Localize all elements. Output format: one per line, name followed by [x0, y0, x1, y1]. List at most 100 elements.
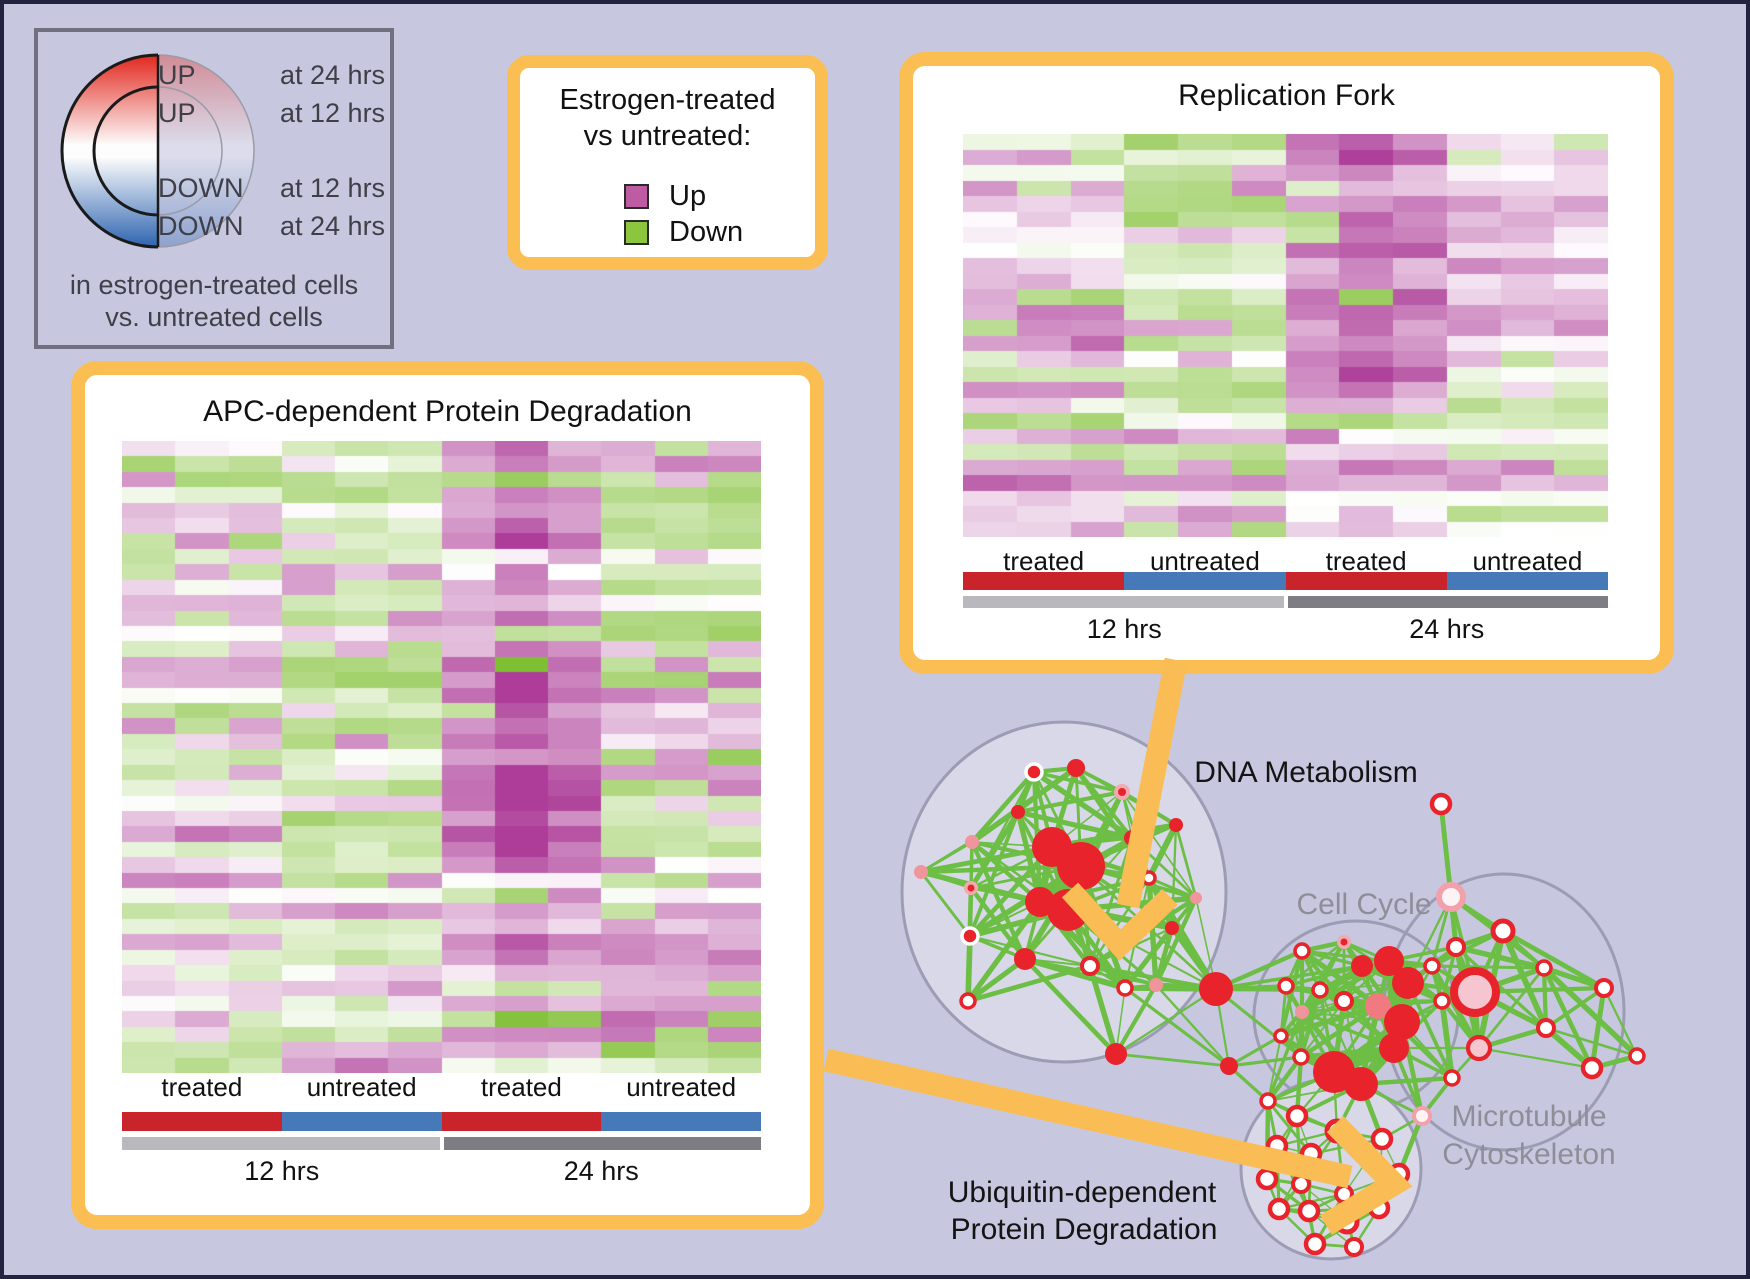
network-edge — [1285, 984, 1345, 1003]
network-edge — [1036, 846, 1056, 903]
dna-metabolism-bubble — [900, 720, 1228, 1064]
network-edge — [1332, 1044, 1396, 1076]
network-edge — [1296, 1114, 1338, 1133]
network-edge — [1037, 899, 1128, 991]
treated-bar-segment — [122, 1112, 282, 1131]
network-edge — [968, 887, 973, 937]
network-edge — [1080, 865, 1217, 990]
network-edge — [1047, 845, 1073, 912]
network-edge — [1541, 966, 1595, 1070]
network-edge — [1170, 926, 1218, 991]
network-edge — [1266, 1177, 1302, 1186]
network-edge — [1455, 944, 1545, 971]
apc-label-untreated-12: untreated — [306, 1072, 417, 1102]
up-label: Up — [669, 180, 707, 212]
network-edge — [1381, 1138, 1400, 1175]
network-edge — [1031, 771, 1043, 903]
network-node-ring — [1267, 1197, 1291, 1221]
network-edge — [1278, 1207, 1310, 1213]
network-node-ring — [1277, 977, 1295, 995]
network-edge — [1333, 1070, 1423, 1118]
network-edge — [1015, 811, 1043, 903]
network-edge — [1276, 1129, 1338, 1148]
network-edge — [1280, 1011, 1303, 1037]
network-edge — [1066, 908, 1127, 990]
network-node-halo — [960, 926, 980, 946]
down-label: Down — [669, 216, 744, 248]
network-edge — [1343, 1000, 1362, 1085]
apc-arrow-head-icon — [1320, 1115, 1413, 1235]
network-edge — [1453, 946, 1482, 1049]
network-edge — [1075, 766, 1177, 827]
network-edge — [965, 887, 974, 1002]
network-edge — [920, 844, 1053, 875]
network-node-ring — [1293, 942, 1311, 960]
network-edge — [1431, 929, 1504, 968]
network-edge — [1301, 1011, 1335, 1073]
network-edge — [1318, 989, 1336, 1073]
network-edge — [1392, 1047, 1424, 1117]
network-node-ring — [1291, 1174, 1311, 1194]
network-edge — [1331, 1018, 1405, 1076]
network-edge — [1300, 1182, 1345, 1196]
network-edge — [1300, 950, 1322, 991]
network-edge — [1319, 988, 1395, 1050]
network-edge — [1266, 1153, 1312, 1180]
network-edge — [1343, 1193, 1380, 1209]
bar-24hrs-segment — [1287, 596, 1608, 608]
network-edge — [1215, 948, 1303, 992]
network-edge — [1296, 1071, 1335, 1117]
network-edge — [1343, 1193, 1355, 1248]
network-edge — [1215, 986, 1321, 993]
network-edge — [1310, 1130, 1338, 1155]
network-edge — [1473, 930, 1505, 993]
network-edge — [1307, 1153, 1313, 1212]
network-edge — [965, 935, 973, 1002]
network-node-ring — [1429, 792, 1453, 816]
network-edge — [1331, 1000, 1347, 1073]
network-edge — [970, 770, 1036, 844]
network-edge — [1342, 999, 1396, 1050]
network-edge — [920, 870, 972, 890]
network-edge — [1088, 837, 1134, 967]
network-node-solid — [1351, 955, 1373, 977]
network-edge — [1343, 940, 1390, 963]
network-edge — [1051, 822, 1177, 850]
cluster-bubbles — [900, 720, 1626, 1261]
up-color-swatch — [624, 184, 649, 209]
network-edge — [1300, 958, 1391, 1015]
network-edge — [1431, 964, 1547, 1030]
network-edge — [1429, 964, 1482, 1050]
network-edge — [1343, 999, 1379, 1008]
network-edge — [1121, 791, 1197, 899]
network-edge — [1431, 964, 1545, 970]
network-edge — [1067, 876, 1150, 912]
network-edge — [1284, 985, 1303, 1058]
network-edge — [1319, 987, 1379, 1009]
network-node-ring — [1370, 1127, 1394, 1151]
network-edge — [1295, 1115, 1303, 1185]
network-edge — [1378, 1138, 1383, 1209]
network-edge — [1319, 982, 1409, 991]
network-edge — [1358, 1005, 1381, 1085]
network-edge — [1541, 967, 1549, 1029]
network-edge — [971, 840, 1082, 868]
network-edge — [970, 765, 1078, 845]
network-edge — [1477, 967, 1546, 1049]
network-node-ring — [1259, 1092, 1277, 1110]
network-edge — [1390, 1020, 1406, 1050]
network-edge — [1450, 1047, 1481, 1079]
network-edge — [968, 863, 1083, 939]
network-edge — [1406, 945, 1458, 985]
network-edge — [1285, 964, 1363, 988]
network-edge — [1279, 988, 1322, 1038]
network-edge — [1039, 899, 1173, 931]
network-edge — [1123, 877, 1151, 989]
network-edge — [1448, 896, 1459, 948]
network-edge — [1378, 1173, 1400, 1209]
network-edge — [1065, 790, 1125, 912]
network-edge — [1089, 877, 1150, 967]
network-edge — [1124, 985, 1217, 992]
network-node-ring — [1580, 1056, 1604, 1080]
network-edge — [1473, 991, 1481, 1049]
